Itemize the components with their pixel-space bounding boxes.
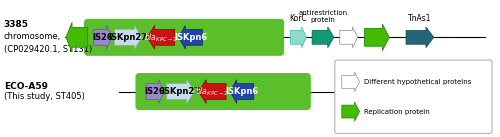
- Text: (CP029420.1, ST131): (CP029420.1, ST131): [4, 45, 92, 54]
- Text: ECO-A59: ECO-A59: [4, 82, 48, 91]
- Text: ISKpn6: ISKpn6: [174, 33, 207, 42]
- Polygon shape: [342, 102, 359, 121]
- Text: antirestriction
protein: antirestriction protein: [298, 10, 348, 23]
- Polygon shape: [340, 27, 357, 48]
- Polygon shape: [66, 22, 88, 52]
- Text: $bla_{KPC-2}$: $bla_{KPC-2}$: [196, 85, 229, 98]
- Polygon shape: [290, 27, 306, 48]
- Polygon shape: [146, 80, 164, 103]
- FancyBboxPatch shape: [136, 74, 310, 109]
- Text: ISKpn27: ISKpn27: [108, 33, 148, 42]
- Text: (This study, ST405): (This study, ST405): [4, 92, 84, 101]
- Text: IS26: IS26: [144, 87, 166, 96]
- Text: ISKpn27: ISKpn27: [161, 87, 200, 96]
- Polygon shape: [178, 25, 203, 49]
- FancyBboxPatch shape: [84, 19, 283, 55]
- Polygon shape: [94, 25, 112, 49]
- Polygon shape: [114, 25, 142, 49]
- Polygon shape: [312, 27, 334, 48]
- Polygon shape: [167, 80, 194, 103]
- Text: TnAs1: TnAs1: [408, 14, 432, 23]
- FancyBboxPatch shape: [335, 60, 492, 133]
- Text: KorC: KorC: [290, 14, 307, 23]
- Polygon shape: [230, 80, 254, 103]
- Text: Different hypothetical proteins: Different hypothetical proteins: [364, 79, 471, 85]
- Text: 3385: 3385: [4, 20, 28, 29]
- Polygon shape: [364, 24, 389, 51]
- Text: ISKpn6: ISKpn6: [226, 87, 258, 96]
- Text: Replication protein: Replication protein: [364, 109, 430, 115]
- Text: $bla_{KPC-2}$: $bla_{KPC-2}$: [144, 31, 178, 44]
- Polygon shape: [198, 80, 226, 103]
- Text: IS26: IS26: [92, 33, 113, 42]
- Polygon shape: [406, 27, 433, 48]
- Polygon shape: [342, 72, 359, 92]
- Polygon shape: [147, 25, 174, 49]
- Text: chromosome,: chromosome,: [4, 32, 61, 41]
